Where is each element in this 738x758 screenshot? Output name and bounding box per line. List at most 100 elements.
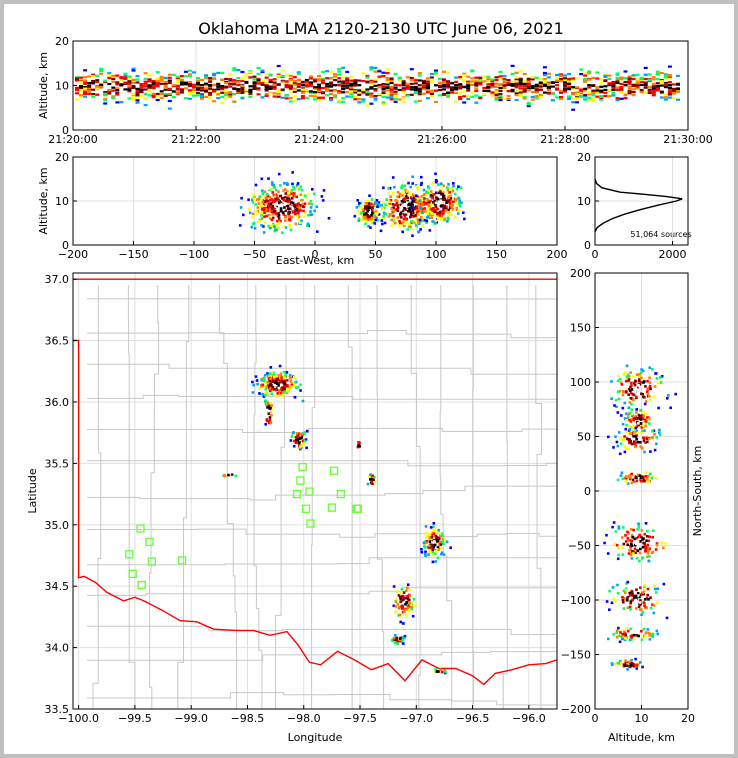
plan-view-cell xyxy=(281,386,284,389)
eastwest-cell xyxy=(408,192,411,196)
time-altitude-cell xyxy=(304,83,309,86)
northsouth-cell xyxy=(640,431,644,434)
eastwest-cell xyxy=(437,211,440,215)
eastwest-cell xyxy=(399,203,402,207)
northsouth-cell xyxy=(638,415,641,418)
plan-view-cell xyxy=(265,400,269,404)
time-altitude-cell xyxy=(627,90,632,93)
time-altitude-cell xyxy=(571,77,576,80)
time-altitude-cell xyxy=(583,72,588,75)
eastwest-cell xyxy=(456,212,460,215)
eastwest-cell xyxy=(402,220,405,224)
eastwest-cell xyxy=(368,203,371,207)
plan-view-cell xyxy=(433,543,436,547)
time-altitude-cell xyxy=(623,70,628,73)
eastwest-cell xyxy=(309,199,313,203)
time-altitude-cell xyxy=(111,89,116,92)
time-altitude-cell xyxy=(518,81,523,84)
time-altitude-cell xyxy=(567,95,572,98)
time-altitude-cell xyxy=(272,81,277,84)
northsouth-cell xyxy=(636,546,639,549)
plan-view-cell xyxy=(263,379,266,382)
time-altitude-cell xyxy=(208,87,213,90)
plan-view-cell xyxy=(279,391,283,395)
eastwest-cell xyxy=(457,196,461,200)
northsouth-cell xyxy=(631,590,634,594)
eastwest-cell xyxy=(443,204,446,208)
eastwest-cell xyxy=(258,218,262,222)
eastwest-cell xyxy=(284,206,288,210)
northsouth-cell xyxy=(637,423,641,427)
plan-view-cell xyxy=(399,595,402,599)
plan-view-cell xyxy=(391,639,394,643)
eastwest-cell xyxy=(391,176,395,179)
northsouth-cell xyxy=(617,397,621,401)
eastwest-cell xyxy=(441,193,445,196)
plan-view-cell xyxy=(441,534,444,538)
time-altitude-cell xyxy=(308,91,313,94)
eastwest-cell xyxy=(362,208,365,212)
northsouth-cell xyxy=(646,416,649,419)
plan-view-cell xyxy=(295,441,298,445)
time-altitude-cell xyxy=(333,94,338,97)
eastwest-cell xyxy=(401,230,404,234)
eastwest-cell xyxy=(416,197,419,200)
time-altitude-cell xyxy=(442,82,446,85)
eastwest-cell xyxy=(361,205,365,208)
time-altitude-cell xyxy=(555,73,559,76)
plan-view-cell xyxy=(283,383,287,386)
plan-view-cell xyxy=(431,548,435,552)
northsouth-cell xyxy=(629,371,632,374)
time-altitude-cell xyxy=(151,94,156,97)
northsouth-cell xyxy=(645,477,649,480)
eastwest-cell xyxy=(388,213,392,216)
plan-view-y-tick-label: 36.5 xyxy=(45,335,70,348)
eastwest-cell xyxy=(403,207,406,210)
time-altitude-cell xyxy=(115,87,120,90)
time-altitude-cell xyxy=(248,85,253,88)
time-altitude-cell xyxy=(333,75,338,78)
plan-view-cell xyxy=(269,406,272,410)
northsouth-cell xyxy=(624,637,627,640)
time-altitude-cell xyxy=(373,78,378,81)
plan-view-cell xyxy=(402,622,405,625)
northsouth-cell xyxy=(651,429,654,433)
northsouth-cell xyxy=(656,632,659,636)
time-altitude-cell xyxy=(647,85,652,89)
northsouth-cell xyxy=(644,424,647,428)
county-lines xyxy=(87,285,557,709)
eastwest-cell xyxy=(439,204,443,208)
time-altitude-cell xyxy=(381,71,386,74)
eastwest-cell xyxy=(283,196,287,199)
northsouth-cell xyxy=(648,366,651,369)
time-altitude-cell xyxy=(280,96,285,99)
time-altitude-cell xyxy=(337,80,342,83)
time-altitude-cell xyxy=(667,76,672,79)
time-altitude-cell xyxy=(131,98,136,101)
altitude-northsouth-panel: 0 10 20−200−150−100−50050100150200Altitude… xyxy=(561,267,704,744)
plan-view-cell xyxy=(265,418,269,421)
plan-view-cell xyxy=(303,439,307,443)
northsouth-cell xyxy=(638,372,641,376)
time-altitude-cell xyxy=(571,101,576,104)
time-altitude-cell xyxy=(240,88,245,91)
northsouth-x-tick-label: 0 xyxy=(592,712,599,725)
plan-view-cell xyxy=(293,395,297,399)
eastwest-cell xyxy=(463,217,466,221)
northsouth-cell xyxy=(637,522,640,526)
eastwest-cell xyxy=(398,192,402,196)
eastwest-cell xyxy=(262,204,265,208)
time-altitude-cell xyxy=(486,80,491,83)
time-altitude-cell xyxy=(671,83,676,86)
northsouth-cell xyxy=(638,661,642,664)
time-altitude-cell xyxy=(409,88,414,91)
northsouth-cell xyxy=(630,638,633,641)
time-altitude-cell xyxy=(83,81,88,84)
eastwest-cell xyxy=(369,226,372,229)
time-altitude-cell xyxy=(325,82,330,86)
time-altitude-cell xyxy=(655,78,660,81)
eastwest-cell xyxy=(276,223,279,227)
plan-view-cell xyxy=(439,543,443,546)
northsouth-cell xyxy=(658,428,661,432)
northsouth-cell xyxy=(632,424,635,427)
